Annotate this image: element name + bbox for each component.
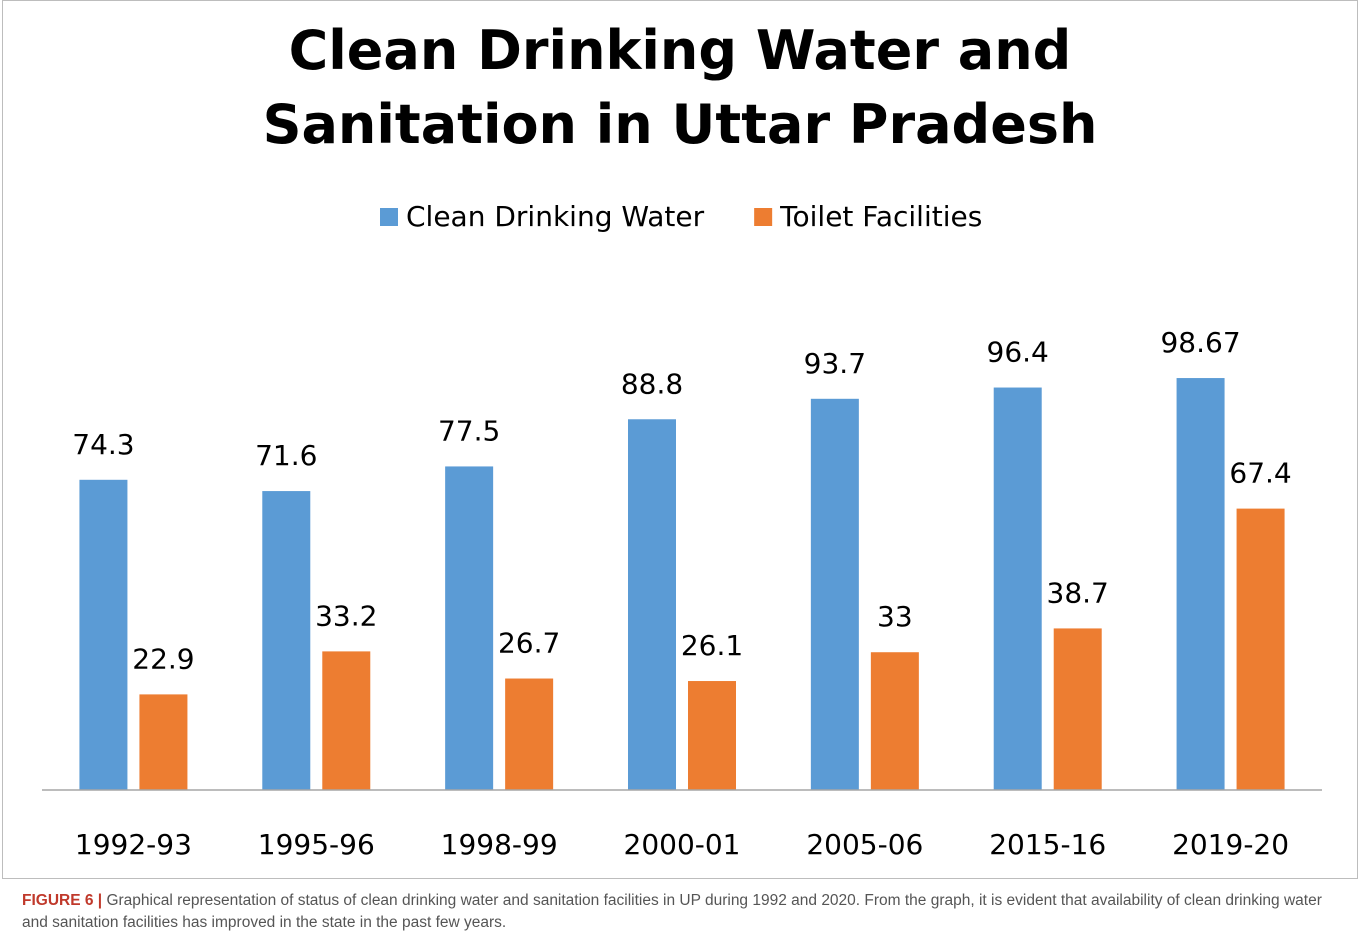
bar (79, 479, 128, 790)
chart: Clean Drinking Water Toilet Facilities 199… (42, 200, 1322, 861)
x-tick-label: 2005-06 (806, 828, 923, 861)
data-label: 96.4 (987, 336, 1049, 369)
data-label: 33.2 (315, 599, 377, 632)
bar (628, 419, 676, 790)
chart-frame (2, 0, 1358, 879)
data-label: 98.67 (1160, 326, 1240, 359)
bar (1176, 378, 1225, 790)
x-tick-label: 2000-01 (624, 828, 741, 861)
caption-text: Graphical representation of status of cl… (22, 892, 1322, 931)
x-tick-label: 1998-99 (441, 828, 558, 861)
bar (993, 387, 1042, 790)
data-label: 74.3 (72, 428, 134, 461)
legend-label: Clean Drinking Water (406, 200, 705, 233)
bar (810, 398, 859, 790)
data-label: 38.7 (1047, 576, 1109, 609)
bar (870, 652, 919, 790)
data-label: 26.7 (498, 627, 560, 660)
legend-swatch (380, 208, 398, 226)
caption: FIGURE 6 | Graphical representation of s… (22, 890, 1342, 934)
data-label: 71.6 (255, 439, 317, 472)
data-label: 26.1 (681, 629, 743, 662)
x-tick-label: 1992-93 (75, 828, 192, 861)
data-label: 93.7 (804, 347, 866, 380)
bar (1053, 628, 1102, 790)
legend-swatch (754, 208, 773, 226)
chart-title: Clean Drinking Water and Sanitation in U… (262, 19, 1098, 156)
x-tick-label: 1995-96 (258, 828, 375, 861)
legend-label: Toilet Facilities (779, 200, 982, 233)
bar (1236, 508, 1285, 790)
data-label: 33 (877, 600, 913, 633)
data-label: 67.4 (1229, 457, 1291, 490)
bar (262, 491, 311, 790)
data-label: 22.9 (132, 642, 194, 675)
data-label: 88.8 (621, 367, 683, 400)
bar (505, 678, 554, 790)
x-tick-label: 2015-16 (989, 828, 1106, 861)
x-tick-label: 2019-20 (1172, 828, 1289, 861)
data-label: 77.5 (438, 414, 500, 447)
bar (688, 681, 736, 790)
bar (322, 651, 371, 790)
bar (445, 466, 494, 790)
bar (139, 694, 188, 790)
caption-label: FIGURE 6 | (22, 892, 103, 909)
